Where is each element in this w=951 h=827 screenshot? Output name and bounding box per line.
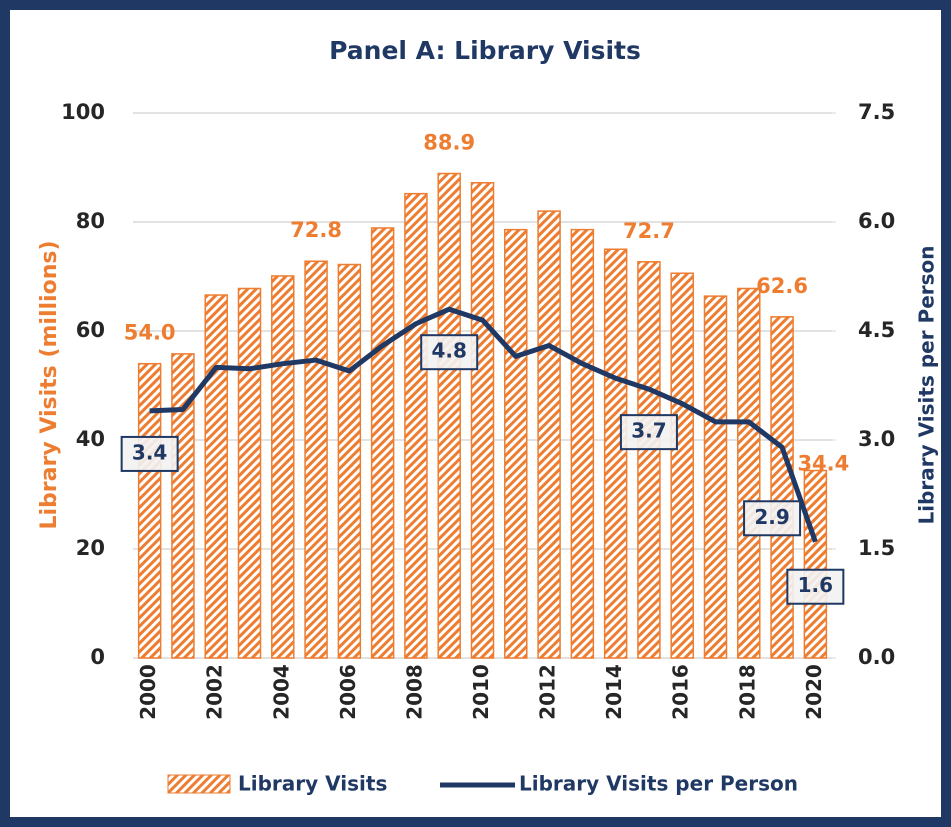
- bar: [204, 294, 228, 659]
- y2-axis-title: Library Visits per Person: [915, 246, 939, 525]
- bar: [737, 287, 761, 659]
- bar-value-label: 72.8: [290, 218, 342, 242]
- bar: [770, 316, 794, 659]
- bar: [370, 227, 395, 659]
- bar: [703, 295, 728, 659]
- line-value-label: 4.8: [431, 339, 466, 363]
- legend-swatch: [167, 774, 231, 794]
- bar-value-label: 54.0: [124, 321, 176, 345]
- bar: [137, 362, 162, 659]
- x-tick-label: 2012: [536, 664, 560, 720]
- y2-tick-label: 4.5: [858, 318, 895, 342]
- bar: [537, 210, 561, 659]
- bar: [437, 172, 461, 659]
- chart-title: Panel A: Library Visits: [329, 36, 641, 65]
- y2-tick-label: 7.5: [858, 100, 895, 124]
- bar: [670, 272, 694, 659]
- y-tick-label: 20: [76, 536, 105, 560]
- bar: [637, 261, 661, 659]
- line-value-label: 1.6: [798, 573, 833, 597]
- bar: [470, 182, 495, 659]
- y-tick-label: 100: [61, 100, 105, 124]
- bar: [603, 248, 628, 659]
- bar: [237, 287, 262, 659]
- y2-tick-label: 3.0: [858, 427, 895, 451]
- bar: [404, 192, 428, 659]
- line-label-box: [120, 435, 179, 472]
- y-tick-label: 60: [76, 318, 105, 342]
- y2-tick-label: 6.0: [858, 209, 895, 233]
- bar-value-label: 62.6: [756, 274, 808, 298]
- x-tick-label: 2008: [402, 664, 426, 720]
- bar: [803, 469, 828, 659]
- y-axis-title: Library Visits (millions): [37, 240, 62, 529]
- bar-value-label: 88.9: [423, 130, 475, 154]
- bar: [304, 260, 328, 659]
- line-value-label: 3.7: [631, 419, 666, 443]
- x-tick-label: 2018: [735, 664, 759, 720]
- legend-label: Library Visits: [238, 772, 387, 796]
- line-label-box: [619, 414, 678, 451]
- x-tick-label: 2010: [469, 664, 493, 720]
- bar-value-label: 72.7: [623, 219, 675, 243]
- x-tick-label: 2002: [203, 664, 227, 720]
- y-tick-label: 80: [76, 209, 105, 233]
- bar-value-label: 34.4: [797, 452, 849, 476]
- x-tick-label: 2006: [336, 664, 360, 720]
- line: [149, 306, 818, 543]
- line-label-box: [420, 334, 479, 371]
- y2-tick-label: 1.5: [858, 536, 895, 560]
- line-label-box: [786, 568, 845, 605]
- legend-label: Library Visits per Person: [519, 772, 798, 796]
- bar: [570, 228, 595, 659]
- bar: [337, 263, 362, 659]
- line-label-box: [743, 500, 802, 537]
- y-tick-label: 0: [90, 645, 105, 669]
- x-tick-label: 2014: [602, 664, 626, 720]
- bar: [171, 353, 195, 659]
- x-tick-label: 2004: [269, 664, 293, 720]
- x-tick-label: 2016: [669, 664, 693, 720]
- y-tick-label: 40: [76, 427, 105, 451]
- bar: [504, 228, 528, 659]
- legend: Library Visits Library Visits per Person: [167, 772, 798, 796]
- line-value-label: 2.9: [754, 505, 789, 529]
- bar: [271, 275, 295, 659]
- x-tick-label: 2000: [136, 664, 160, 720]
- x-tick-label: 2020: [802, 664, 826, 720]
- y2-tick-label: 0.0: [858, 645, 895, 669]
- line-value-label: 3.4: [132, 440, 167, 464]
